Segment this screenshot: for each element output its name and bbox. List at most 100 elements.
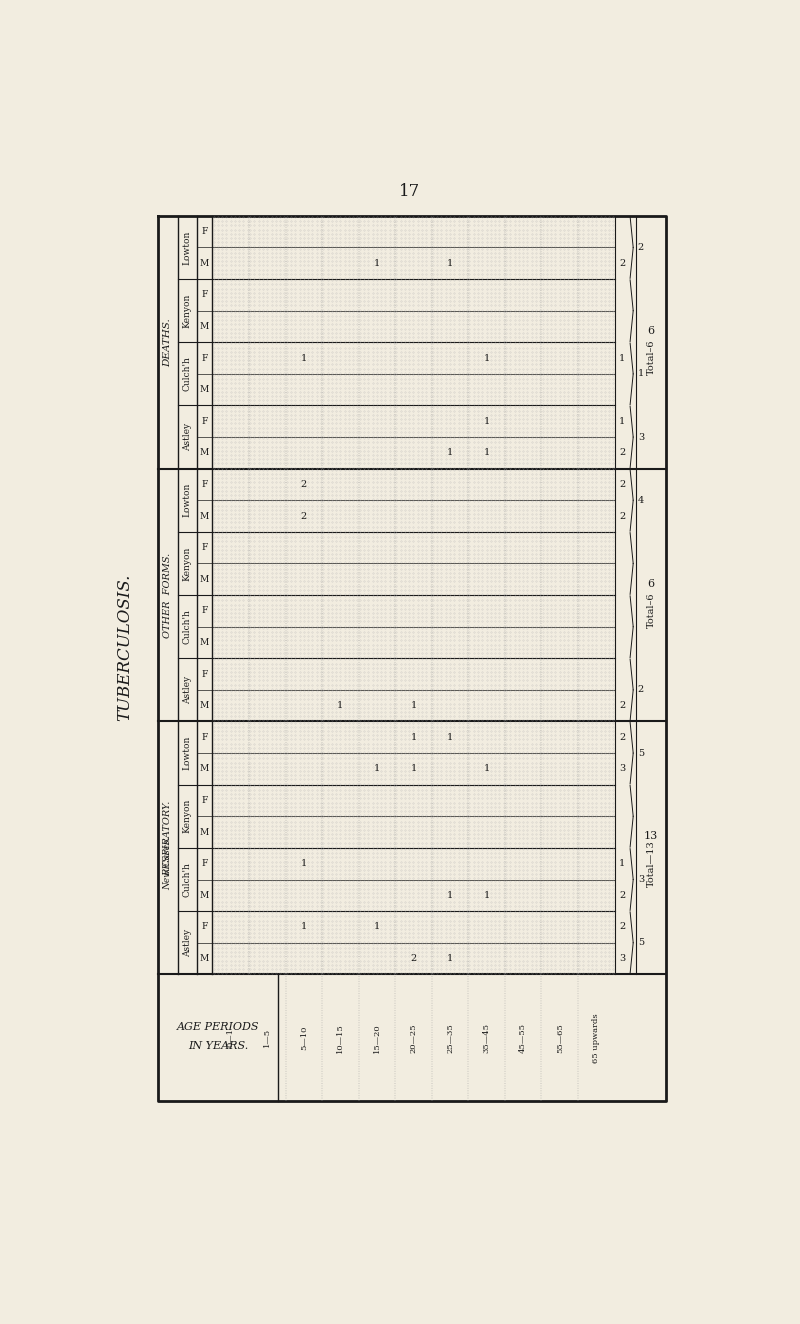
Text: 3: 3	[619, 764, 626, 773]
Text: 1: 1	[619, 859, 626, 869]
Text: 2: 2	[619, 732, 626, 741]
Text: 13: 13	[644, 831, 658, 841]
Text: F: F	[202, 606, 208, 616]
Text: 4: 4	[638, 495, 644, 504]
Text: RESPIRATORY.: RESPIRATORY.	[163, 801, 172, 876]
Text: New Cases.: New Cases.	[163, 837, 172, 890]
Text: F: F	[202, 290, 208, 299]
Text: OTHER  FORMS.: OTHER FORMS.	[163, 552, 172, 638]
Text: 1: 1	[447, 955, 453, 963]
Text: 1: 1	[374, 764, 380, 773]
Text: Culch'h: Culch'h	[182, 356, 192, 392]
Text: 1: 1	[447, 732, 453, 741]
Text: AGE PERIODS: AGE PERIODS	[177, 1022, 259, 1031]
Text: 5: 5	[638, 939, 644, 947]
Text: 1: 1	[483, 764, 490, 773]
Text: 1: 1	[447, 258, 453, 267]
Text: TUBERCULOSIS.: TUBERCULOSIS.	[116, 573, 134, 720]
Text: 2: 2	[619, 449, 626, 457]
Text: M: M	[200, 322, 210, 331]
Text: 2: 2	[301, 481, 307, 489]
Text: 1: 1	[483, 417, 490, 426]
Text: M: M	[200, 955, 210, 963]
Text: 55—65: 55—65	[556, 1023, 564, 1053]
Text: 2: 2	[619, 258, 626, 267]
Text: 1: 1	[374, 258, 380, 267]
Text: DEATHS.: DEATHS.	[163, 318, 172, 367]
Text: F: F	[202, 670, 208, 679]
Text: 2: 2	[619, 702, 626, 710]
Text: 3: 3	[638, 433, 644, 442]
Text: Culch'h: Culch'h	[182, 609, 192, 643]
Text: 5: 5	[638, 748, 644, 757]
Text: F: F	[202, 796, 208, 805]
Text: 2: 2	[410, 955, 417, 963]
Text: 2: 2	[619, 481, 626, 489]
Text: 1: 1	[338, 702, 343, 710]
Text: 2: 2	[638, 686, 644, 694]
Text: M: M	[200, 258, 210, 267]
Text: 1: 1	[619, 417, 626, 426]
Text: Astley: Astley	[182, 422, 192, 451]
Text: F: F	[202, 228, 208, 236]
Text: F: F	[202, 859, 208, 869]
Text: 25—35: 25—35	[446, 1023, 454, 1053]
Text: Total–6: Total–6	[646, 593, 655, 628]
Text: M: M	[200, 511, 210, 520]
Text: 1: 1	[301, 859, 307, 869]
Text: F: F	[202, 543, 208, 552]
Text: 1: 1	[619, 354, 626, 363]
Text: 1: 1	[410, 702, 417, 710]
Text: 1: 1	[638, 369, 644, 379]
Text: 1: 1	[301, 354, 307, 363]
Text: M: M	[200, 702, 210, 710]
Text: 1: 1	[410, 764, 417, 773]
Text: 1: 1	[374, 923, 380, 931]
Text: Kenyon: Kenyon	[182, 547, 192, 581]
Text: 6: 6	[647, 579, 654, 589]
Text: M: M	[200, 449, 210, 457]
Text: M: M	[200, 764, 210, 773]
Text: Lowton: Lowton	[182, 230, 192, 265]
Text: Lowton: Lowton	[182, 736, 192, 771]
Text: 2: 2	[619, 891, 626, 900]
Text: 2: 2	[638, 244, 644, 252]
Text: 2: 2	[619, 511, 626, 520]
Text: IN YEARS.: IN YEARS.	[188, 1041, 248, 1050]
Text: F: F	[202, 354, 208, 363]
Text: F: F	[202, 417, 208, 426]
Text: M: M	[200, 828, 210, 837]
Text: F: F	[202, 732, 208, 741]
Text: M: M	[200, 638, 210, 647]
Text: 65 upwards: 65 upwards	[592, 1013, 600, 1063]
Text: Kenyon: Kenyon	[182, 294, 192, 328]
Text: 1: 1	[483, 449, 490, 457]
Text: Lowton: Lowton	[182, 483, 192, 518]
Text: M: M	[200, 385, 210, 395]
Text: 15—20: 15—20	[373, 1023, 381, 1053]
Text: M: M	[200, 575, 210, 584]
Text: F: F	[202, 481, 208, 489]
Text: 10—15: 10—15	[336, 1023, 344, 1053]
Text: 6: 6	[647, 326, 654, 336]
Text: 45—55: 45—55	[519, 1023, 527, 1053]
Text: Astley: Astley	[182, 928, 192, 957]
Text: 1: 1	[447, 449, 453, 457]
Text: 5—10: 5—10	[300, 1026, 308, 1050]
Text: Kenyon: Kenyon	[182, 800, 192, 834]
Text: 1—5: 1—5	[263, 1029, 271, 1047]
Text: Total–6: Total–6	[646, 340, 655, 376]
Text: 1: 1	[301, 923, 307, 931]
Text: Astley: Astley	[182, 675, 192, 704]
Text: 3: 3	[638, 875, 644, 884]
Text: 1: 1	[410, 732, 417, 741]
Text: 1: 1	[483, 891, 490, 900]
Text: M: M	[200, 891, 210, 900]
Text: 17: 17	[399, 183, 421, 200]
Text: 1: 1	[447, 891, 453, 900]
Text: 3: 3	[619, 955, 626, 963]
Text: 20—25: 20—25	[410, 1023, 418, 1053]
Text: 0—1: 0—1	[226, 1029, 234, 1047]
Text: 35—45: 35—45	[482, 1023, 490, 1053]
Text: Culch'h: Culch'h	[182, 862, 192, 896]
